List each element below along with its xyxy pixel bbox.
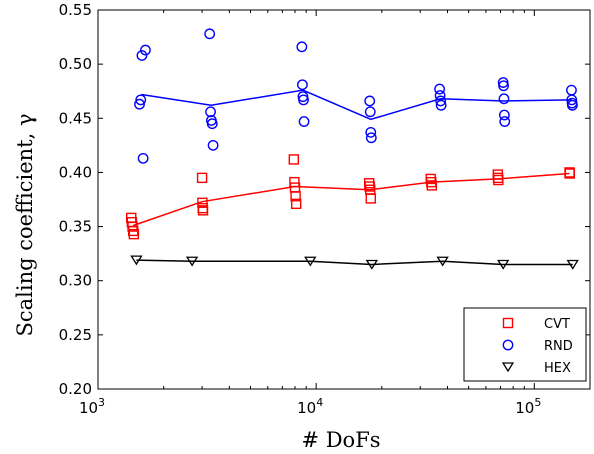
cvt-point xyxy=(128,228,140,240)
series-hex xyxy=(130,255,579,270)
rnd-point xyxy=(499,116,511,127)
legend-label-cvt: CVT xyxy=(544,317,570,332)
legend-marker-rnd xyxy=(502,339,514,351)
rnd-point xyxy=(206,118,218,130)
cvt-point xyxy=(564,168,576,179)
rnd-point xyxy=(205,106,216,118)
x-tick-label: 104 xyxy=(297,396,323,417)
cvt-point xyxy=(289,176,300,188)
rnd-point xyxy=(140,44,151,56)
rnd-line xyxy=(141,89,572,121)
hex-line xyxy=(136,259,573,266)
hex-point xyxy=(365,259,379,270)
cvt-point xyxy=(197,202,208,214)
y-tick-label: 0.25 xyxy=(59,326,92,344)
rnd-point xyxy=(434,83,445,95)
rnd-point xyxy=(136,50,148,61)
y-tick-label: 0.55 xyxy=(59,1,92,19)
cvt-point xyxy=(365,193,376,204)
rnd-point xyxy=(135,94,147,106)
hex-point xyxy=(566,259,579,270)
y-tick-label: 0.50 xyxy=(59,55,92,73)
cvt-point xyxy=(492,172,504,184)
rnd-point xyxy=(566,84,577,96)
cvt-point xyxy=(288,154,300,165)
cvt-point xyxy=(290,198,302,210)
hex-point xyxy=(185,256,199,267)
cvt-point xyxy=(197,205,209,216)
legend-label-hex: HEX xyxy=(544,361,571,376)
rnd-point xyxy=(498,109,510,121)
rnd-point xyxy=(137,152,149,164)
series-layer xyxy=(126,28,579,270)
rnd-point xyxy=(435,99,447,111)
x-tick-label: 103 xyxy=(79,396,105,417)
cvt-point xyxy=(197,197,208,208)
hex-point xyxy=(130,255,143,266)
plot-frame xyxy=(97,9,591,390)
rnd-point xyxy=(365,126,377,138)
rnd-point xyxy=(297,79,308,91)
y-tick-label: 0.45 xyxy=(59,109,92,127)
legend-marker-hex xyxy=(501,362,515,373)
y-tick-label: 0.35 xyxy=(59,218,92,236)
cvt-line xyxy=(132,172,570,227)
rnd-point xyxy=(498,93,510,105)
rnd-point xyxy=(207,139,219,151)
y-tick-label: 0.20 xyxy=(59,380,92,398)
rnd-point xyxy=(498,80,509,92)
y-axis-label: Scaling coefficient, γ xyxy=(13,114,37,337)
rnd-point xyxy=(364,106,376,118)
rnd-point xyxy=(435,95,447,107)
rnd-point xyxy=(204,28,216,40)
rnd-point xyxy=(298,94,309,106)
cvt-point xyxy=(492,169,503,180)
hex-point xyxy=(497,259,510,270)
series-cvt xyxy=(126,154,576,240)
cvt-point xyxy=(290,191,301,202)
cvt-point xyxy=(493,174,504,186)
hex-point xyxy=(436,256,449,267)
legend-label-rnd: RND xyxy=(544,339,573,354)
legend-box xyxy=(463,307,587,382)
series-rnd xyxy=(134,28,578,164)
x-tick-label: 105 xyxy=(515,396,541,417)
y-tick-label: 0.30 xyxy=(59,272,92,290)
y-tick-label: 0.40 xyxy=(59,163,92,181)
rnd-point xyxy=(134,98,145,110)
tick-labels: 0.20 0.25 0.30 0.35 0.40 0.45 0.50 0.55 103 104 10… xyxy=(59,1,542,417)
cvt-point xyxy=(426,180,438,191)
rnd-point xyxy=(365,132,377,144)
rnd-point xyxy=(567,99,578,111)
rnd-point xyxy=(566,94,578,106)
hex-point xyxy=(304,256,317,267)
rnd-point xyxy=(296,41,308,53)
legend: CVT RND HEX xyxy=(463,307,587,382)
rnd-point xyxy=(364,95,376,107)
rnd-point xyxy=(298,116,310,127)
x-axis-label: # DoFs xyxy=(301,428,380,452)
legend-marker-cvt xyxy=(502,317,514,329)
cvt-point xyxy=(196,172,208,184)
